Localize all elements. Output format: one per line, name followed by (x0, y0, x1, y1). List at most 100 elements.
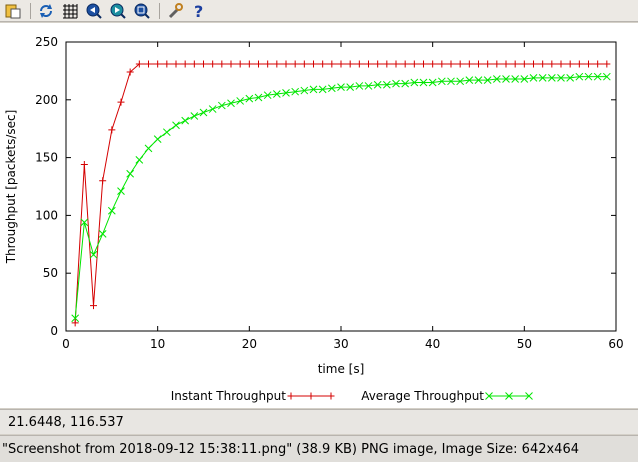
average-throughput-point (447, 77, 455, 86)
instant-throughput-point (420, 60, 427, 68)
average-throughput-series (71, 72, 611, 323)
instant-throughput-point (99, 177, 107, 185)
average-throughput-point (245, 94, 254, 103)
average-throughput-point (254, 93, 263, 102)
x-tick-label: 30 (333, 337, 348, 351)
instant-throughput-point (90, 302, 97, 310)
instant-throughput-point (218, 60, 226, 68)
average-throughput-point (172, 121, 180, 130)
average-throughput-point (465, 76, 474, 85)
instant-throughput-point (328, 60, 336, 68)
average-throughput-point (300, 86, 309, 95)
instant-throughput-point (71, 319, 79, 327)
average-throughput-point (483, 76, 492, 85)
average-throughput-point (346, 83, 355, 91)
average-throughput-point (593, 72, 602, 81)
instant-throughput-point (227, 60, 235, 68)
instant-throughput-point (548, 60, 556, 68)
toolbar-separator (30, 2, 31, 19)
instant-throughput-point (493, 60, 501, 68)
average-throughput-point (456, 77, 465, 86)
instant-throughput-point (401, 60, 409, 68)
average-throughput-point (337, 83, 345, 91)
instant-throughput-point (337, 60, 345, 68)
instant-throughput-point (429, 60, 437, 68)
unzoom-icon (134, 3, 150, 19)
average-throughput-point (511, 75, 520, 83)
average-throughput-point (227, 99, 235, 108)
settings-icon (168, 2, 183, 18)
unzoom-button[interactable] (131, 1, 153, 21)
instant-throughput-point (287, 392, 295, 400)
average-throughput-point (190, 112, 199, 120)
instant-throughput-point (502, 60, 510, 68)
instant-throughput-point (80, 161, 88, 169)
grid-button[interactable] (59, 1, 81, 21)
average-throughput-point (208, 105, 217, 113)
average-throughput-line (74, 76, 607, 319)
instant-throughput-point (163, 60, 171, 68)
x-tick-label: 20 (242, 337, 257, 351)
instant-throughput-point (475, 60, 482, 68)
instant-throughput-point (135, 60, 143, 68)
instant-throughput-point (209, 60, 217, 68)
instant-throughput-point (117, 98, 125, 106)
average-throughput-point (181, 116, 190, 125)
instant-throughput-point (575, 60, 583, 68)
instant-throughput-point (282, 60, 290, 68)
average-throughput-point (291, 87, 300, 96)
average-throughput-point (98, 230, 107, 238)
y-tick-label: 0 (50, 324, 58, 338)
zoom-previous-button[interactable] (83, 1, 105, 21)
toolbar-separator (159, 2, 160, 19)
instant-throughput-point (456, 60, 464, 68)
copy-to-clipboard-button[interactable] (2, 1, 24, 21)
average-throughput-point (382, 80, 391, 89)
chart-series (71, 60, 611, 327)
average-throughput-point (502, 75, 510, 83)
replot-button[interactable] (35, 1, 57, 21)
copy-to-clipboard-icon (5, 4, 21, 18)
average-throughput-point (575, 72, 584, 81)
x-tick-label: 10 (150, 337, 165, 351)
replot-icon (40, 3, 52, 18)
y-tick-label: 50 (43, 266, 58, 280)
average-throughput-point (584, 72, 593, 81)
help-button[interactable]: ? (188, 1, 210, 21)
y-tick-label: 250 (35, 35, 58, 49)
mouse-coordinates: 21.6448, 116.537 (8, 414, 124, 430)
instant-throughput-point (273, 60, 281, 68)
instant-throughput-point (145, 60, 152, 68)
y-tick-label: 100 (35, 208, 58, 222)
legend-label-average-throughput: Average Throughput (361, 389, 484, 403)
average-throughput-point (162, 128, 171, 137)
instant-throughput-point (438, 60, 446, 68)
average-throughput-point (272, 90, 281, 98)
x-tick-label: 60 (608, 337, 623, 351)
instant-throughput-series (71, 60, 611, 327)
average-throughput-point (557, 73, 565, 82)
average-throughput-point (529, 73, 538, 82)
instant-throughput-point (181, 60, 189, 68)
instant-throughput-point (594, 60, 602, 68)
instant-throughput-point (126, 68, 134, 76)
average-throughput-point (318, 85, 327, 94)
plot-canvas[interactable]: 0 10 20 30 40 50 60 0 50 100 150 200 250 Throughput … (0, 23, 638, 408)
instant-throughput-point (355, 60, 363, 68)
instant-throughput-point (154, 60, 162, 68)
instant-throughput-point (255, 60, 262, 68)
zoom-next-button[interactable] (107, 1, 129, 21)
average-throughput-point (263, 91, 272, 100)
instant-throughput-point (291, 60, 299, 68)
average-throughput-point (538, 73, 547, 82)
instant-throughput-point (383, 60, 391, 68)
plot-frame (65, 41, 617, 332)
average-throughput-point (71, 314, 80, 323)
average-throughput-point (282, 89, 290, 97)
instant-throughput-point (447, 60, 455, 68)
y-tick-label: 200 (35, 93, 58, 107)
instant-throughput-line (74, 63, 607, 323)
settings-button[interactable] (164, 1, 186, 21)
average-throughput-point (602, 72, 611, 81)
instant-throughput-point (300, 60, 308, 68)
